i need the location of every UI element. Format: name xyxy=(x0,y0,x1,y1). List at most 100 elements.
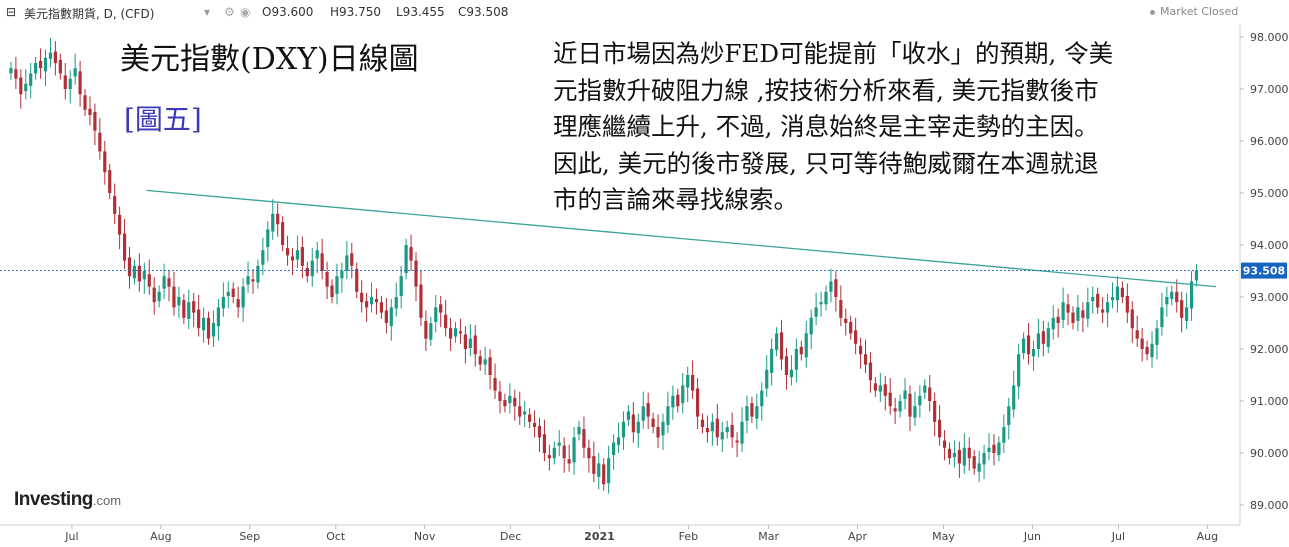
candle xyxy=(947,442,952,465)
candle xyxy=(611,434,616,470)
candle xyxy=(720,421,724,452)
candle xyxy=(345,240,349,280)
candle xyxy=(1155,319,1159,360)
candle-body xyxy=(1086,302,1090,319)
candle-body xyxy=(666,406,670,425)
candle-body xyxy=(478,356,482,365)
candle xyxy=(300,236,304,279)
chart-header: ⊟ 美元指數期貨, D, (CFD) ▾ ⚙ ◉ O93.600 H93.750… xyxy=(0,0,1240,24)
candle-body xyxy=(651,418,655,427)
candle xyxy=(528,408,532,429)
candle-body xyxy=(1017,354,1021,387)
symbol-label[interactable]: 美元指數期貨, D, (CFD) xyxy=(24,7,155,21)
candle xyxy=(686,366,690,403)
close-value: C93.508 xyxy=(458,5,509,19)
candle-body xyxy=(1031,349,1036,357)
candle xyxy=(1096,287,1100,314)
candle-body xyxy=(1026,335,1031,355)
candle-body xyxy=(14,69,18,79)
candle-body xyxy=(1071,312,1075,323)
candle-body xyxy=(206,317,211,339)
candle xyxy=(221,282,225,317)
candle-body xyxy=(695,388,700,417)
candle-body xyxy=(325,272,329,287)
candle xyxy=(251,268,255,294)
candle xyxy=(1031,340,1036,371)
candle-body xyxy=(523,411,527,415)
candle xyxy=(429,316,433,346)
candle-body xyxy=(38,60,43,69)
candle xyxy=(518,391,522,425)
candle xyxy=(1036,318,1041,358)
candle xyxy=(58,53,62,80)
candle xyxy=(908,385,912,432)
candle xyxy=(903,378,907,410)
candle xyxy=(621,411,626,450)
candle-body xyxy=(384,310,388,323)
candle-body xyxy=(305,267,309,277)
candle-body xyxy=(187,302,191,319)
chevron-down-icon[interactable]: ▾ xyxy=(204,5,211,19)
candle xyxy=(216,299,221,341)
candle xyxy=(537,417,542,452)
eye-icon[interactable]: ◉ xyxy=(240,5,251,19)
y-axis: 98.000 97.000 96.000 95.000 94.000 93.000 92.0… xyxy=(1239,24,1289,525)
y-tick-label: 89.000 xyxy=(1250,499,1289,512)
y-tick-label: 94.000 xyxy=(1250,239,1289,252)
candle-body xyxy=(824,291,828,305)
candle-body xyxy=(582,429,586,448)
candle xyxy=(419,269,423,327)
settings-icon[interactable]: ⚙ xyxy=(224,5,235,19)
candle-body xyxy=(1081,310,1085,318)
y-tick-label: 97.000 xyxy=(1250,83,1289,96)
candle-body xyxy=(424,320,428,339)
candle xyxy=(468,324,472,357)
y-tick-label: 95.000 xyxy=(1250,187,1289,200)
candle xyxy=(93,103,97,146)
investing-logo[interactable]: Investing.com xyxy=(14,489,121,511)
candle xyxy=(873,377,877,397)
candle xyxy=(122,219,127,269)
candle-body xyxy=(43,57,48,72)
candle-body xyxy=(73,68,77,77)
candles-layer xyxy=(9,38,1199,494)
candle xyxy=(488,349,492,390)
candle-body xyxy=(147,274,151,287)
candle xyxy=(127,247,132,289)
candle-body xyxy=(977,463,981,472)
last-price-badge: 93.508 xyxy=(1241,262,1287,279)
candle xyxy=(577,420,581,441)
candle xyxy=(1002,414,1006,453)
candle xyxy=(1189,271,1194,321)
candle xyxy=(206,311,211,345)
candle-body xyxy=(1180,300,1184,318)
candle xyxy=(992,434,996,466)
candle-body xyxy=(429,323,433,340)
candle xyxy=(676,388,680,413)
candle-body xyxy=(705,428,710,433)
candle xyxy=(24,69,28,100)
candle-body xyxy=(1007,406,1011,425)
collapse-icon[interactable]: ⊟ xyxy=(6,5,17,19)
candle-body xyxy=(246,276,250,285)
candle xyxy=(132,259,137,285)
candle-body xyxy=(775,333,779,351)
low-value: L93.455 xyxy=(396,5,445,19)
candle-body xyxy=(829,281,833,292)
commentary-line: 元指數升破阻力線 ,按技術分析來看, 美元指數後市 xyxy=(553,75,1099,105)
commentary-line: 理應繼續上升, 不過, 消息始終是主宰走勢的主因。 xyxy=(553,112,1099,141)
candle-body xyxy=(409,247,413,261)
candle xyxy=(73,53,77,85)
candle xyxy=(542,419,547,462)
candle xyxy=(19,69,23,109)
candle xyxy=(1041,320,1045,357)
candle xyxy=(770,338,774,386)
candle xyxy=(839,285,843,327)
candle-body xyxy=(132,265,137,279)
candle-body xyxy=(276,213,280,225)
candle xyxy=(48,38,53,68)
candle-body xyxy=(631,414,635,433)
candle-body xyxy=(779,332,784,360)
candle-body xyxy=(750,403,754,417)
